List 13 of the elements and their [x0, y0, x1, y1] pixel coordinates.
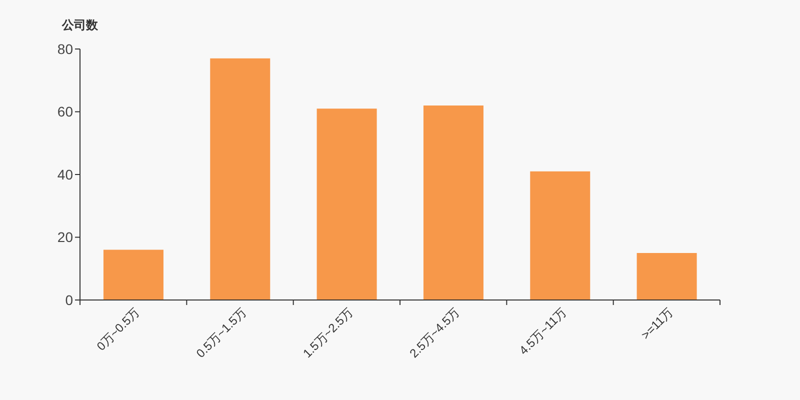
bar	[636, 252, 697, 300]
y-tick-label: 40	[57, 166, 74, 182]
bar	[316, 108, 377, 300]
bar	[103, 250, 164, 300]
y-axis-title: 公司数	[61, 18, 99, 32]
bar	[423, 105, 484, 300]
bar	[210, 58, 270, 300]
y-tick-label: 20	[57, 229, 74, 246]
y-tick-label: 80	[57, 40, 74, 57]
y-tick-label: 0	[65, 292, 74, 308]
bar	[530, 171, 590, 300]
x-tick-label: 4.5万~11万	[516, 305, 569, 358]
y-tick-label: 60	[57, 104, 74, 120]
